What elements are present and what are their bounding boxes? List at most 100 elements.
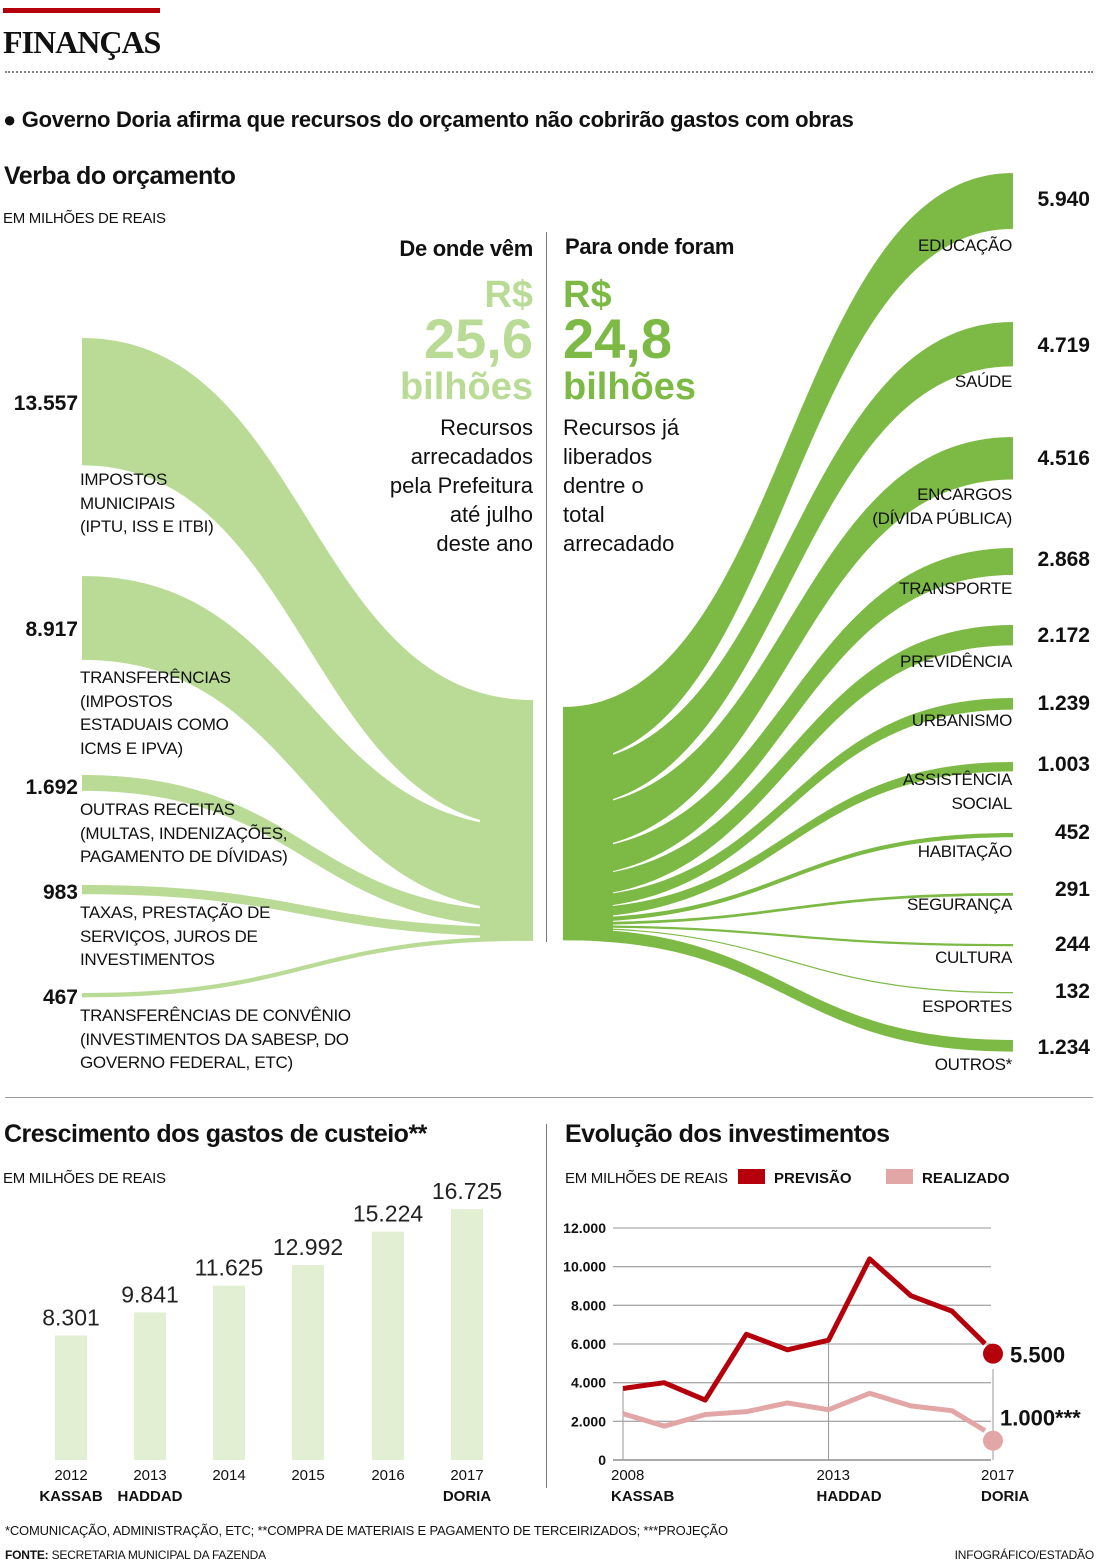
label-line: SERVIÇOS, JUROS DE xyxy=(80,926,258,946)
bar xyxy=(451,1209,483,1460)
end-label-realizado: 1.000*** xyxy=(1000,1406,1081,1431)
flow-band xyxy=(563,762,1013,919)
dotted-divider xyxy=(5,71,1093,73)
label-line: (IMPOSTOS xyxy=(80,691,173,711)
x-tick-label: 2008 xyxy=(611,1467,644,1484)
y-tick-label: 4.000 xyxy=(571,1375,606,1391)
desc-line: Recursos xyxy=(440,415,533,440)
section-accent-bar xyxy=(3,8,160,13)
bar-value-label: 15.224 xyxy=(353,1201,424,1227)
source-label: FONTE: xyxy=(5,1548,49,1562)
bottom-divider xyxy=(546,1124,547,1488)
label-line: SOCIAL xyxy=(951,793,1012,813)
destination-label: PREVIDÊNCIA xyxy=(900,650,1012,674)
destination-label: ENCARGOS (DÍVIDA PÚBLICA) xyxy=(872,483,1012,530)
flow-band xyxy=(563,927,1013,994)
bar-chart-unit: EM MILHÕES DE REAIS xyxy=(3,1170,166,1187)
source-label: TRANSFERÊNCIAS (IMPOSTOS ESTADUAIS COMO ICM… xyxy=(80,666,231,760)
y-tick-label: 10.000 xyxy=(563,1259,606,1275)
x-tick-label: 2013 xyxy=(817,1467,850,1484)
label-line: SEGURANÇA xyxy=(907,895,1012,914)
bar-category-label: 2015 xyxy=(291,1467,324,1484)
bar-category-sublabel: KASSAB xyxy=(39,1488,103,1505)
label-line: ESTADUAIS COMO xyxy=(80,715,229,734)
right-currency: R$ xyxy=(563,274,612,316)
bar-value-label: 9.841 xyxy=(121,1281,179,1307)
bar xyxy=(292,1265,324,1460)
bar xyxy=(134,1312,166,1460)
right-description: Recursos já liberados dentre o total arr… xyxy=(563,413,679,558)
desc-line: arrecadados xyxy=(410,444,533,469)
label-line: TRANSFERÊNCIAS DE CONVÊNIO xyxy=(80,1006,351,1025)
flow-band xyxy=(82,885,533,937)
source-value: 1.692 xyxy=(25,776,78,799)
line-chart: PREVISÃO REALIZADO 0 2.000 4.000 6.000 8.000 10… xyxy=(563,1169,1081,1505)
y-tick-label: 12.000 xyxy=(563,1220,606,1236)
left-amount: 25,6 xyxy=(424,307,533,370)
source-label: TRANSFERÊNCIAS DE CONVÊNIO (INVESTIMENTOS… xyxy=(80,1004,351,1075)
flow-band xyxy=(563,698,1013,909)
destination-label: ASSISTÊNCIA SOCIAL xyxy=(903,768,1012,815)
source-value: 13.557 xyxy=(13,392,78,415)
source: FONTE: SECRETARIA MUNICIPAL DA FAZENDA xyxy=(5,1548,266,1562)
destination-value: 5.940 xyxy=(1037,188,1090,211)
desc-line: dentre o xyxy=(563,473,644,498)
label-line: (IPTU, ISS E ITBI) xyxy=(80,517,214,536)
bar-category-label: 2012 xyxy=(54,1467,87,1484)
destination-value: 1.239 xyxy=(1037,692,1090,715)
label-line: URBANISMO xyxy=(911,711,1013,730)
desc-line: deste ano xyxy=(436,531,533,556)
flow-band xyxy=(82,338,533,828)
line-chart-unit: EM MILHÕES DE REAIS xyxy=(565,1170,728,1187)
right-amount: 24,8 xyxy=(563,307,672,370)
destination-value: 4.719 xyxy=(1037,334,1090,357)
legend-swatch xyxy=(738,1169,765,1184)
destination-label: OUTROS* xyxy=(935,1053,1013,1077)
x-tick-label: 2017 xyxy=(981,1467,1014,1484)
bar xyxy=(55,1335,87,1460)
legend-label: REALIZADO xyxy=(922,1170,1010,1187)
flow-band xyxy=(563,625,1013,898)
bar-category-sublabel: DORIA xyxy=(443,1488,492,1505)
bar-value-label: 11.625 xyxy=(195,1255,264,1281)
left-scale: bilhões xyxy=(399,366,533,408)
label-line: SAÚDE xyxy=(954,372,1012,391)
footnote: *COMUNICAÇÃO, ADMINISTRAÇÃO, ETC; **COMP… xyxy=(5,1523,728,1538)
desc-line: pela Prefeitura xyxy=(389,473,533,498)
label-line: TRANSFERÊNCIAS xyxy=(80,668,231,687)
flow-band xyxy=(82,775,533,928)
left-currency: R$ xyxy=(484,274,533,316)
x-tick-sublabel: KASSAB xyxy=(611,1488,675,1505)
desc-line: Recursos já xyxy=(563,415,680,440)
destination-label: SEGURANÇA xyxy=(907,893,1012,917)
destination-label: ESPORTES xyxy=(922,995,1012,1019)
source-label: TAXAS, PRESTAÇÃO DE SERVIÇOS, JUROS DE INV… xyxy=(80,901,270,972)
x-tick-sublabel: DORIA xyxy=(981,1488,1030,1505)
destination-label: URBANISMO xyxy=(911,709,1013,733)
flow-band xyxy=(563,548,1013,877)
end-label-previsao: 5.500 xyxy=(1010,1343,1065,1368)
bar-chart: 8.301 2012 KASSAB 9.841 2013 HADDAD 11.625 2014… xyxy=(39,1178,502,1505)
source-value: 467 xyxy=(42,986,78,1009)
bar-category-label: 2017 xyxy=(450,1467,483,1484)
label-line: EDUCAÇÃO xyxy=(918,236,1012,255)
series-line xyxy=(622,1256,987,1403)
destination-value: 452 xyxy=(1054,821,1090,844)
sankey-diagram xyxy=(82,173,1013,1052)
destination-label: SAÚDE xyxy=(955,370,1012,394)
legend-label: PREVISÃO xyxy=(774,1169,852,1187)
headline: ● Governo Doria afirma que recursos do o… xyxy=(3,107,854,132)
label-line: (DÍVIDA PÚBLICA) xyxy=(872,508,1012,528)
source-value: 983 xyxy=(42,881,78,904)
y-tick-label: 0 xyxy=(598,1452,606,1468)
label-line: CULTURA xyxy=(935,948,1012,967)
label-line: OUTRAS RECEITAS xyxy=(80,800,235,819)
desc-line: até julho xyxy=(449,502,533,527)
source-merge xyxy=(480,700,533,941)
end-point xyxy=(983,1343,1003,1364)
destination-value: 4.516 xyxy=(1037,447,1090,470)
flow-band xyxy=(563,437,1013,850)
label-line: IMPOSTOS xyxy=(80,470,168,489)
flow-band xyxy=(563,833,1013,923)
